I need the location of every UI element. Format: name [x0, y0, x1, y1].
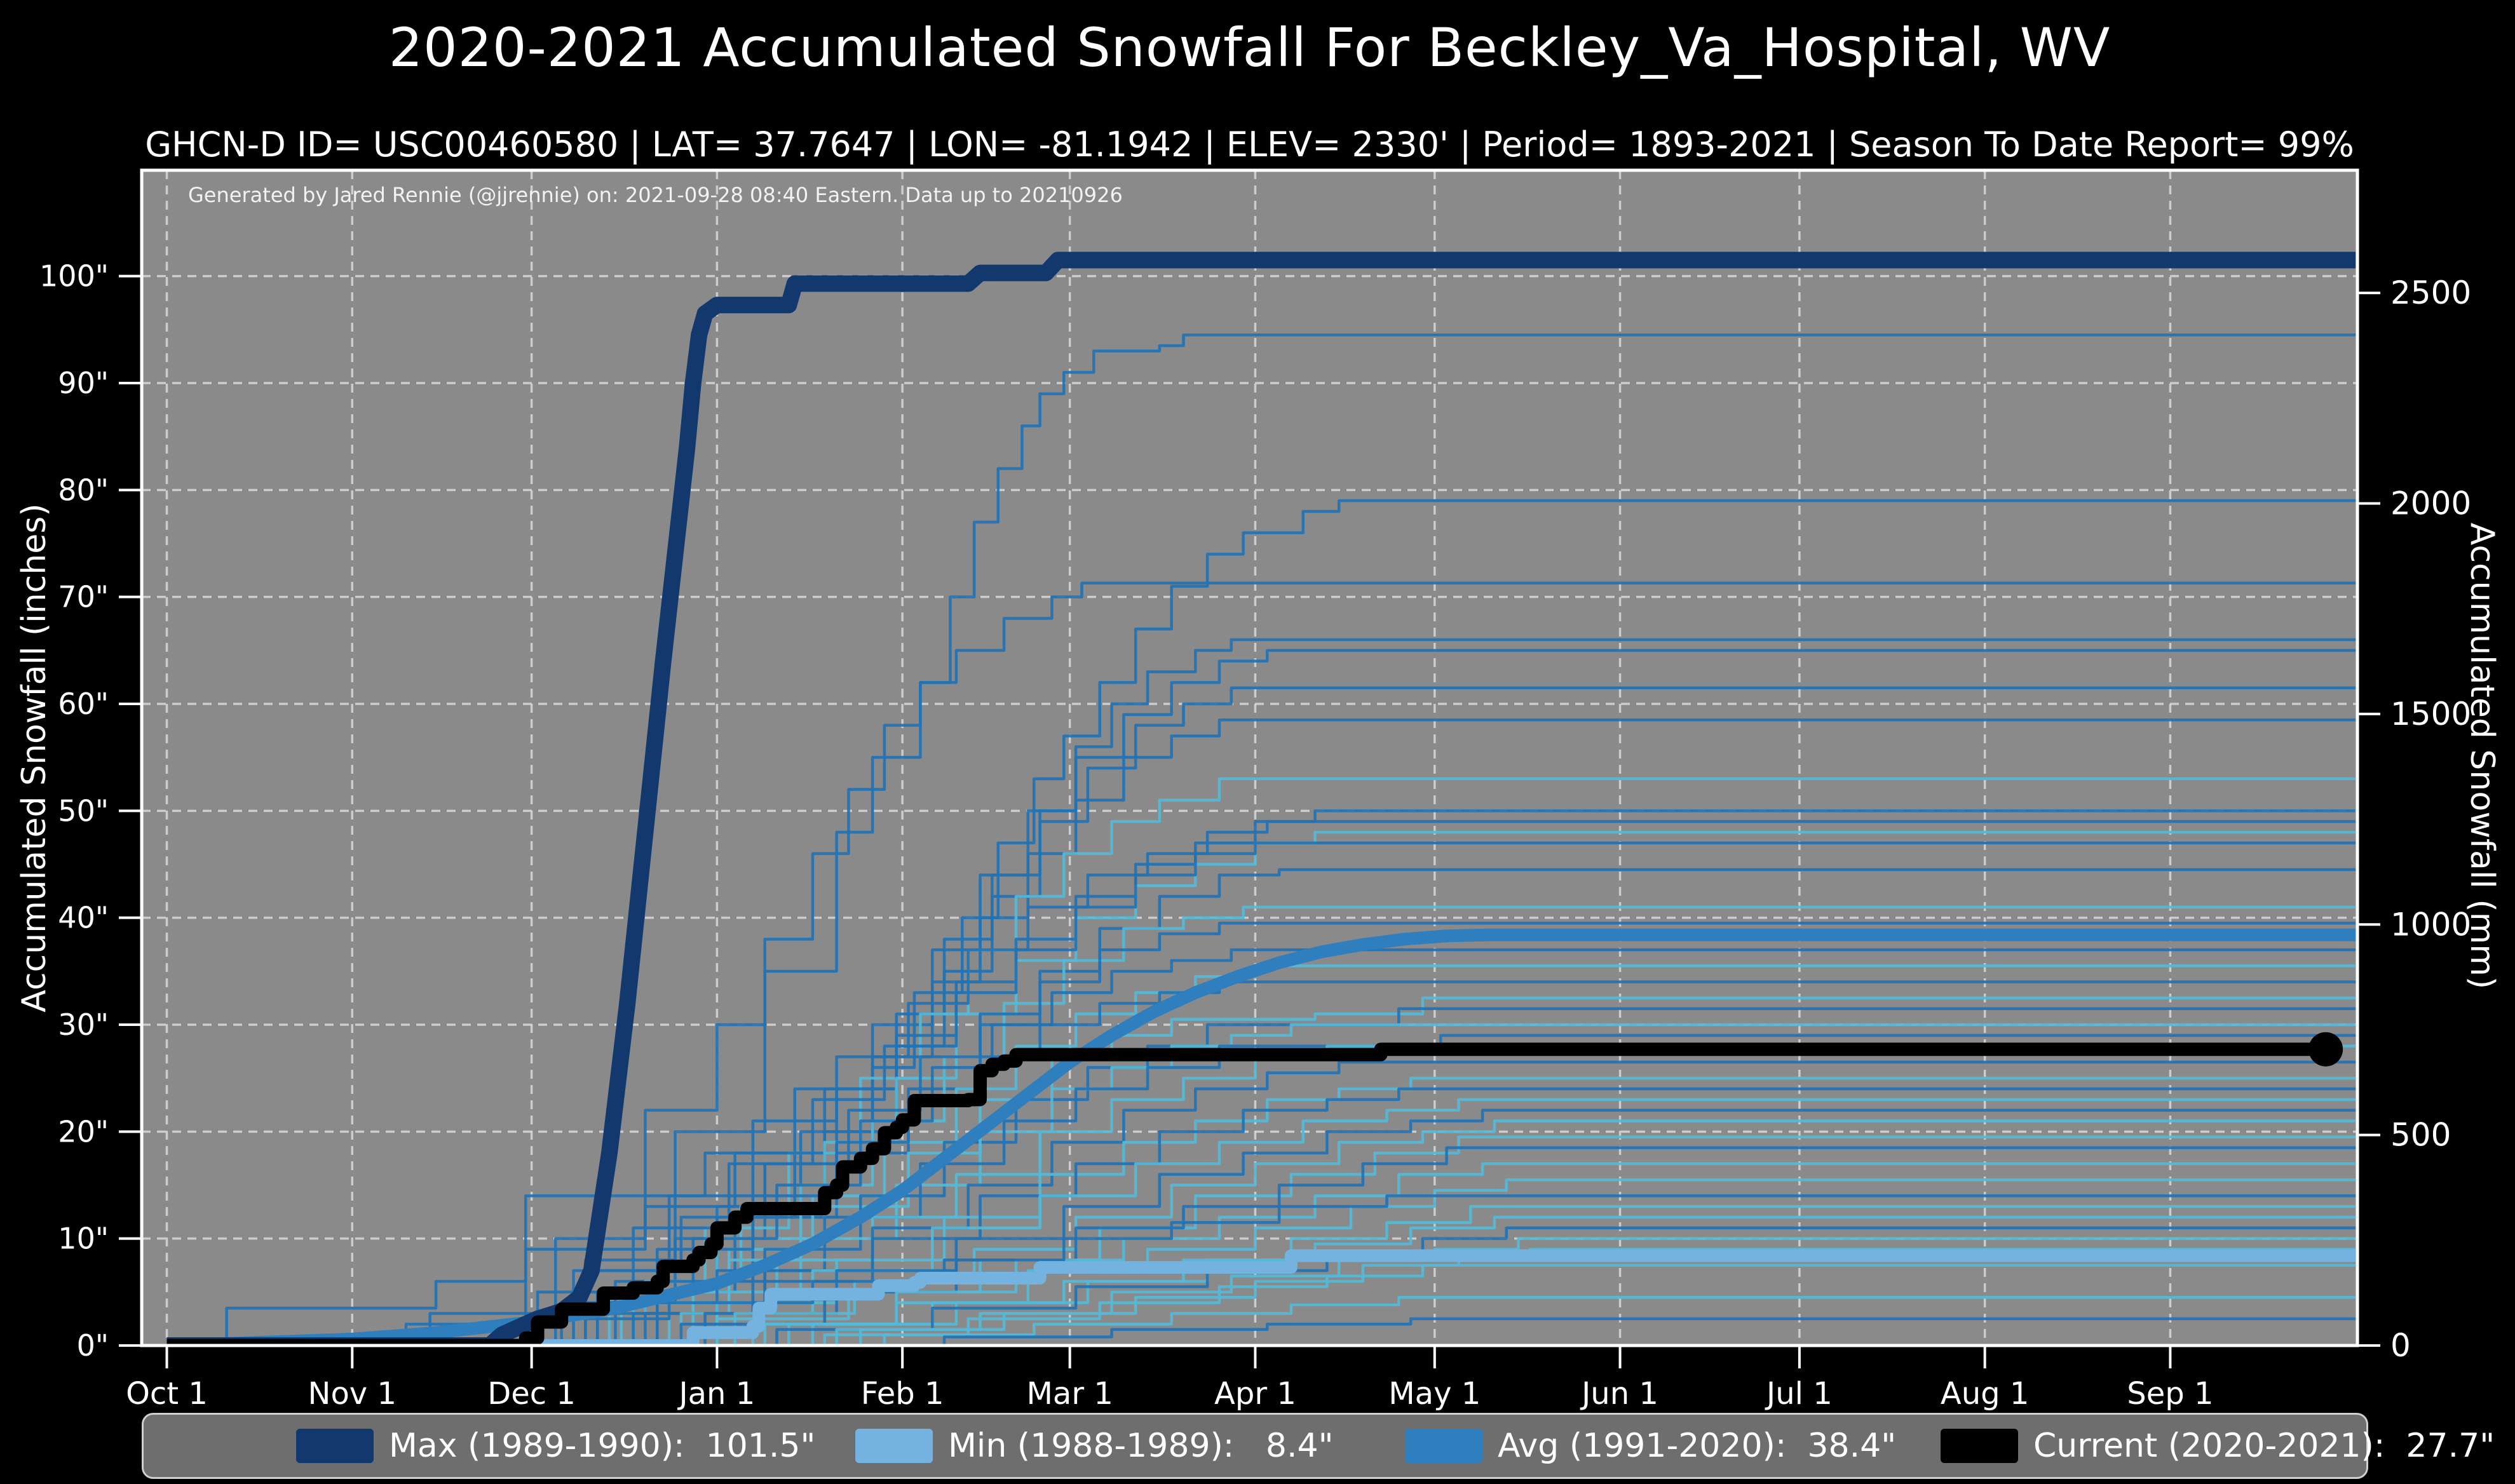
legend-item-min: Min (1988-1989): 8.4": [855, 1415, 1334, 1477]
series-line-current: [166, 1042, 2326, 1346]
generated-by-annotation: Generated by Jared Rennie (@jjrennie) on…: [188, 183, 1123, 207]
y-right-tick-label: 2000: [2390, 485, 2471, 522]
x-tick-label: Apr 1: [1214, 1376, 1296, 1412]
legend-item-current: Current (2020-2021): 27.7": [1941, 1415, 2495, 1477]
x-tick-label: Nov 1: [308, 1376, 397, 1412]
current-season-end-dot: [2308, 1032, 2343, 1067]
legend-label-min: Min (1988-1989): 8.4": [948, 1427, 1334, 1465]
page-title: 2020-2021 Accumulated Snowfall For Beckl…: [388, 17, 2111, 79]
y-left-tick-label: 10": [58, 1222, 109, 1256]
legend-item-avg: Avg (1991-2020): 38.4": [1405, 1415, 1896, 1477]
ensemble-season-line: [477, 820, 2356, 1346]
y-right-tick-label: 1000: [2390, 906, 2471, 943]
x-tick-label: Feb 1: [861, 1376, 944, 1412]
x-tick-label: May 1: [1388, 1376, 1481, 1412]
ensemble-season-line: [735, 1296, 2356, 1346]
y-left-tick-label: 30": [58, 1008, 109, 1042]
ensemble-season-line: [496, 333, 2356, 1346]
ensemble-season-line: [549, 1098, 2356, 1346]
y-left-tick-label: 90": [58, 366, 109, 400]
y-left-tick-label: 50": [58, 793, 109, 828]
x-tick-label: Jan 1: [677, 1376, 755, 1412]
ensemble-season-line: [585, 1023, 2356, 1346]
y-left-tick-label: 0": [77, 1328, 109, 1363]
y-right-tick-label: 500: [2390, 1117, 2451, 1154]
legend-swatch-current: [1941, 1429, 2018, 1463]
y-right-tick-label: 1500: [2390, 696, 2471, 732]
x-tick-label: Oct 1: [126, 1376, 208, 1412]
y-left-tick-label: 100": [39, 259, 109, 293]
plot-background: [142, 170, 2357, 1346]
plot-spines: [140, 168, 2359, 1347]
plot-area: [142, 170, 2357, 1346]
station-metadata-subtitle: GHCN-D ID= USC00460580 | LAT= 37.7647 | …: [145, 125, 2354, 165]
legend-label-avg: Avg (1991-2020): 38.4": [1498, 1427, 1897, 1465]
legend-swatch-max: [296, 1429, 374, 1463]
series-line-avg: [166, 928, 2356, 1346]
ensemble-season-line: [466, 581, 2356, 1346]
legend-swatch-min: [855, 1429, 933, 1463]
y-axis-title-mm: Accumulated Snowfall (mm): [2463, 522, 2501, 990]
y-axis-title-inches: Accumulated Snowfall (inches): [15, 503, 53, 1013]
legend-swatch-avg: [1405, 1429, 1482, 1463]
legend: Max (1989-1990): 101.5" Min (1988-1989):…: [142, 1413, 2495, 1479]
legend-item-max: Max (1989-1990): 101.5": [296, 1415, 815, 1477]
y-left-tick-label: 60": [58, 687, 109, 721]
ensemble-season-line: [573, 1109, 2356, 1346]
legend-label-max: Max (1989-1990): 101.5": [389, 1427, 816, 1465]
y-left-tick-label: 70": [58, 580, 109, 614]
y-right-tick-label: 2500: [2390, 274, 2471, 311]
x-tick-label: Jun 1: [1580, 1376, 1658, 1412]
ensemble-season-line: [764, 1317, 2356, 1346]
x-tick-label: Dec 1: [487, 1376, 576, 1412]
x-tick-label: Sep 1: [2127, 1376, 2213, 1412]
ensemble-season-line: [454, 841, 2356, 1346]
ensemble-season-line: [214, 809, 2356, 1346]
ensemble-season-line: [496, 686, 2356, 1346]
y-left-tick-label: 80": [58, 473, 109, 507]
x-tick-label: Aug 1: [1941, 1376, 2030, 1412]
y-left-tick-label: 20": [58, 1114, 109, 1149]
y-left-tick-label: 40": [58, 901, 109, 935]
ensemble-season-line: [615, 1119, 2356, 1346]
x-tick-label: Mar 1: [1027, 1376, 1113, 1412]
ensemble-season-line: [681, 1264, 2356, 1346]
series-line-min: [166, 1249, 2356, 1346]
y-right-tick-label: 0: [2390, 1327, 2411, 1364]
x-tick-label: Jul 1: [1765, 1376, 1833, 1412]
legend-label-current: Current (2020-2021): 27.7": [2033, 1427, 2495, 1465]
